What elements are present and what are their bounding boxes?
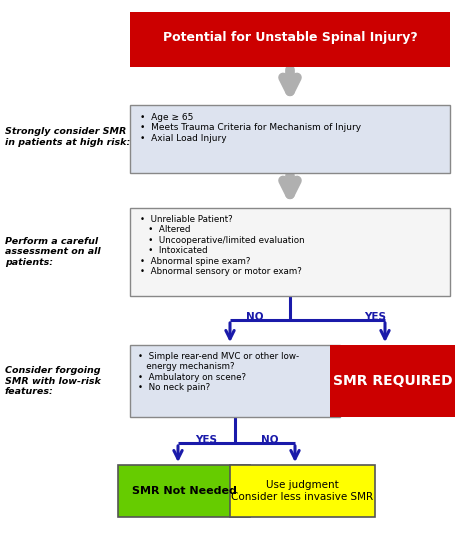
Bar: [118, 465, 250, 517]
Text: NO: NO: [246, 312, 264, 322]
Text: YES: YES: [364, 312, 386, 322]
Text: Use judgment
Consider less invasive SMR: Use judgment Consider less invasive SMR: [231, 480, 374, 502]
Text: •  Simple rear-end MVC or other low-
   energy mechanism?
•  Ambulatory on scene: • Simple rear-end MVC or other low- ener…: [138, 352, 299, 392]
Text: SMR REQUIRED: SMR REQUIRED: [333, 374, 452, 388]
Text: YES: YES: [195, 435, 218, 445]
Bar: [130, 12, 450, 67]
Bar: [130, 105, 450, 173]
Text: •  Age ≥ 65
•  Meets Trauma Criteria for Mechanism of Injury
•  Axial Load Injur: • Age ≥ 65 • Meets Trauma Criteria for M…: [140, 113, 361, 143]
Text: Consider forgoing
SMR with low-risk
features:: Consider forgoing SMR with low-risk feat…: [5, 366, 101, 396]
Bar: [330, 345, 455, 417]
Text: •  Unreliable Patient?
   •  Altered
   •  Uncooperative/limited evaluation
   •: • Unreliable Patient? • Altered • Uncoop…: [140, 215, 305, 276]
Text: NO: NO: [261, 435, 279, 445]
Bar: [230, 465, 375, 517]
Text: Strongly consider SMR
in patients at high risk:: Strongly consider SMR in patients at hig…: [5, 127, 130, 147]
Bar: [130, 345, 340, 417]
Text: SMR Not Needed: SMR Not Needed: [132, 486, 237, 496]
Text: Potential for Unstable Spinal Injury?: Potential for Unstable Spinal Injury?: [163, 31, 418, 44]
Text: Perform a careful
assessment on all
patients:: Perform a careful assessment on all pati…: [5, 237, 100, 267]
Bar: [130, 208, 450, 296]
